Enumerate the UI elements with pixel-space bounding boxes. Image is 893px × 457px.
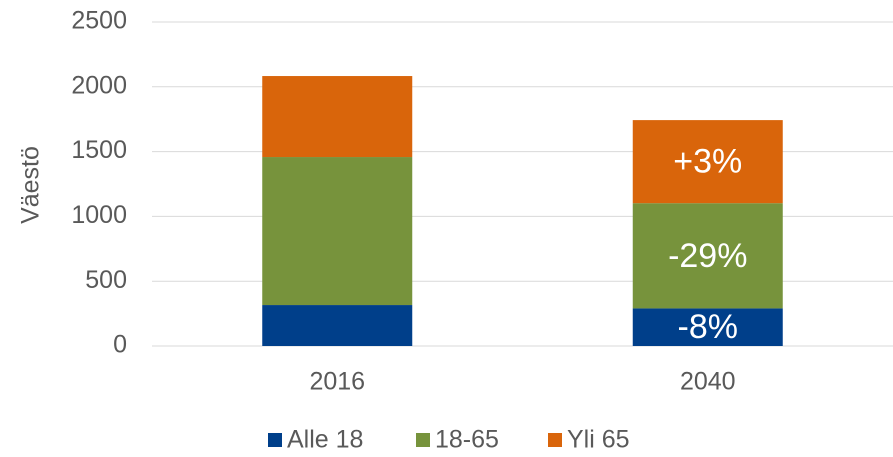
bar-segment [262,157,413,306]
y-tick-label: 2000 [71,71,127,99]
bar-segment [262,305,413,346]
annotation: -29% [668,237,747,275]
bar-segment [632,120,783,204]
bar-segment [632,203,783,309]
legend-label: 18-65 [435,426,499,454]
y-axis-label: Väestö [17,146,45,224]
annotation: -8% [678,308,738,346]
annotation: +3% [673,143,742,181]
bar-segment [262,76,413,158]
legend-label: Alle 18 [287,426,363,454]
y-tick-label: 1000 [71,201,127,229]
x-tick-label: 2040 [680,368,736,396]
y-tick-label: 1500 [71,136,127,164]
y-tick-label: 2500 [71,7,127,35]
bar-segment [632,308,783,346]
y-tick-label: 500 [85,266,127,294]
y-tick-label: 0 [113,331,127,359]
legend-swatch [268,433,282,447]
legend-label: Yli 65 [567,426,630,454]
x-tick-label: 2016 [309,368,365,396]
legend-swatch [548,433,562,447]
legend-swatch [416,433,430,447]
